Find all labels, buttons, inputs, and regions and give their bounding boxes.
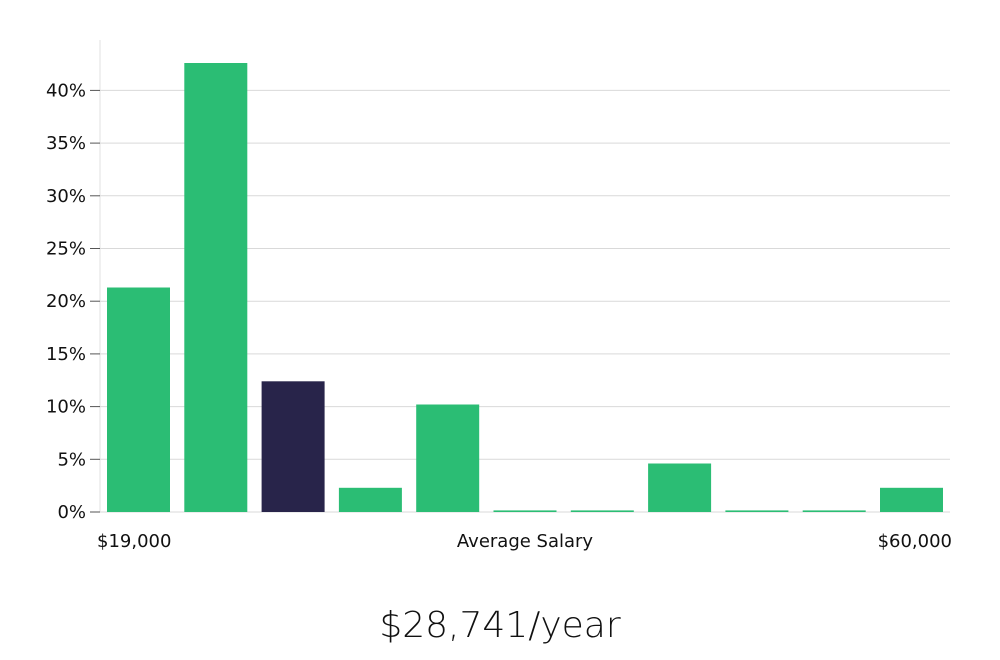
bar xyxy=(570,510,634,512)
y-tick-label: 35% xyxy=(46,133,86,154)
y-tick-labels: 0% 5% 10% 15% 20% 25% 30% 35% 40% xyxy=(46,80,100,523)
y-tick-label: 25% xyxy=(46,239,86,260)
bar xyxy=(107,287,170,512)
salary-histogram: 0% 5% 10% 15% 20% 25% 30% 35% 40% $19,000 Averag… xyxy=(46,40,952,552)
bar-highlighted xyxy=(261,381,325,512)
bars xyxy=(107,63,943,512)
average-salary-headline: $28,741/year xyxy=(379,605,621,646)
y-tick-label: 40% xyxy=(46,80,86,101)
x-axis-title: Average Salary xyxy=(457,531,594,552)
y-tick-label: 10% xyxy=(46,397,86,418)
y-tick-label: 0% xyxy=(57,502,86,523)
bar xyxy=(725,510,789,512)
bar xyxy=(493,510,557,512)
bar xyxy=(880,487,943,512)
y-tick-label: 15% xyxy=(46,344,86,365)
y-tick-label: 20% xyxy=(46,291,86,312)
bar xyxy=(802,510,866,512)
x-min-label: $19,000 xyxy=(97,531,171,552)
x-max-label: $60,000 xyxy=(878,531,952,552)
bar xyxy=(648,463,712,512)
bar xyxy=(338,487,402,512)
y-tick-label: 30% xyxy=(46,186,86,207)
bar xyxy=(184,63,248,512)
bar xyxy=(416,404,480,512)
y-tick-label: 5% xyxy=(57,449,86,470)
